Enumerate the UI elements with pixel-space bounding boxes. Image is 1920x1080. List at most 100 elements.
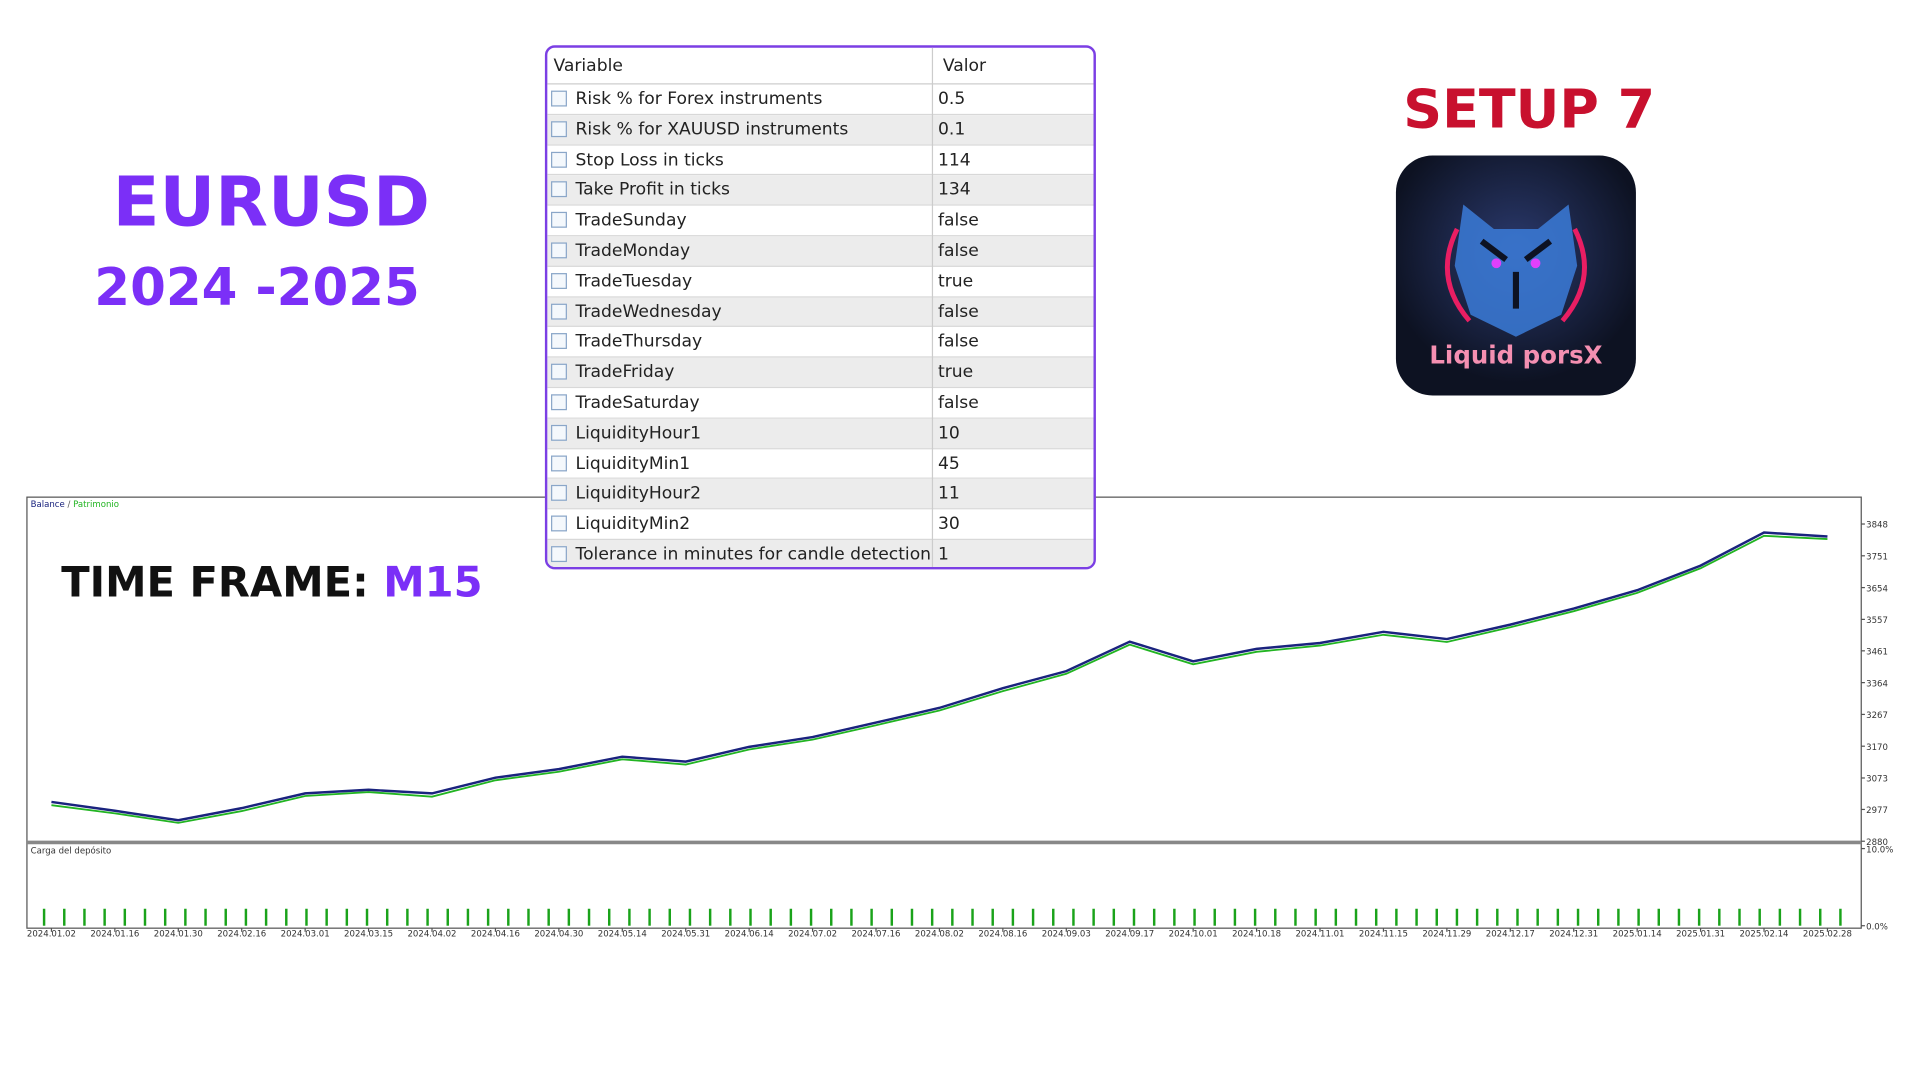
bar <box>1374 908 1378 926</box>
bar <box>1253 908 1257 926</box>
checkbox <box>551 455 567 471</box>
bar <box>1334 908 1338 926</box>
bar <box>628 908 631 926</box>
bar <box>910 908 914 926</box>
bar <box>345 908 349 926</box>
series-line <box>51 534 1828 824</box>
y-tick-label: 3557 <box>1866 616 1888 626</box>
x-tick-label: 2024.02.16 <box>217 930 266 940</box>
table-row: LiquidityHour2 11 <box>547 479 1094 510</box>
parameter-table: Variable Valor Risk % for Forex instrument… <box>544 45 1096 570</box>
value-cell: 114 <box>937 150 971 170</box>
checkbox <box>551 424 567 441</box>
bar <box>830 908 833 926</box>
table-row: Tolerance in minutes for candle detectio… <box>547 540 1094 567</box>
bar <box>668 908 671 926</box>
table-row: TradeSaturday false <box>547 388 1094 419</box>
x-tick-label: 2024.03.15 <box>344 930 393 940</box>
bar <box>1173 908 1176 926</box>
bar <box>1677 908 1681 926</box>
table-row: LiquidityMin2 30 <box>547 509 1094 540</box>
bar <box>1798 908 1802 926</box>
bar <box>951 908 954 926</box>
bar <box>587 908 591 926</box>
value-cell: 0.5 <box>937 89 966 109</box>
variable-cell: Stop Loss in ticks <box>575 150 724 170</box>
variable-cell: Take Profit in ticks <box>575 180 730 201</box>
value-cell: true <box>937 362 974 383</box>
bar <box>1072 908 1075 926</box>
bar <box>1031 908 1035 926</box>
bar <box>1354 908 1358 926</box>
bar <box>1697 908 1701 926</box>
table-row: TradeWednesday false <box>547 297 1094 328</box>
bar <box>224 908 227 926</box>
bar <box>1011 908 1015 926</box>
value-cell: false <box>937 332 979 352</box>
table-row: TradeMonday false <box>547 236 1094 267</box>
x-tick-label: 2024.11.15 <box>1359 930 1408 940</box>
bar <box>1758 908 1761 926</box>
bar <box>890 908 894 926</box>
x-tick-label: 2024.03.01 <box>281 930 330 940</box>
x-tick-label: 2024.05.14 <box>598 930 647 940</box>
bar <box>749 908 752 926</box>
header-cell: Variable <box>553 56 623 76</box>
timeframe-label: TIME FRAME: <box>61 558 369 608</box>
bar <box>1617 908 1620 926</box>
value-cell: 11 <box>937 484 960 504</box>
bar <box>244 908 248 926</box>
bar <box>63 908 66 926</box>
checkbox <box>551 546 567 563</box>
x-tick-label: 2024.01.16 <box>90 930 139 940</box>
column-divider <box>931 47 934 567</box>
bar <box>809 908 813 926</box>
timeframe-value: M15 <box>383 558 483 608</box>
y-tick-label: 3267 <box>1866 711 1888 721</box>
bar <box>204 908 207 926</box>
bar <box>1738 908 1741 926</box>
checkbox <box>551 272 567 289</box>
bar <box>1496 908 1499 926</box>
bar <box>385 908 389 926</box>
period: 2024 -2025 <box>94 257 420 318</box>
timeframe: TIME FRAME: M15 <box>61 558 482 607</box>
bar <box>365 908 369 926</box>
x-tick-label: 2024.01.02 <box>27 930 76 940</box>
x-tick-label: 2024.12.17 <box>1486 930 1535 940</box>
x-tick-label: 2024.08.16 <box>978 930 1027 940</box>
table-row: Take Profit in ticks 134 <box>547 175 1094 206</box>
bar <box>1657 908 1660 926</box>
logo-text: Liquid porsX <box>1429 341 1602 370</box>
bar <box>1536 908 1539 926</box>
tiger-glow <box>1444 227 1587 323</box>
y-tick-label: 0.0% <box>1866 922 1888 932</box>
setup: SETUP 7 <box>1403 78 1656 141</box>
bar <box>1455 908 1459 926</box>
logo: Liquid porsX <box>1395 155 1636 396</box>
bar <box>1819 908 1822 926</box>
x-tick-label: 2024.09.03 <box>1042 930 1091 940</box>
x-tick-label: 2025.02.14 <box>1739 930 1788 940</box>
bar <box>184 908 187 926</box>
tiger-stripes <box>1479 238 1553 309</box>
value-cell: false <box>937 241 979 261</box>
checkbox <box>551 151 567 168</box>
checkbox <box>551 515 567 532</box>
checkbox <box>551 90 567 107</box>
y-tick-label: 3848 <box>1866 521 1888 531</box>
variable-cell: LiquidityHour2 <box>575 484 702 504</box>
x-tick-label: 2024.04.16 <box>471 930 520 940</box>
variable-cell: TradeSunday <box>575 210 687 231</box>
y-tick-label: 3751 <box>1866 552 1888 562</box>
bar <box>1718 908 1721 926</box>
y-tick-label: 2880 <box>1866 838 1888 848</box>
y-tick-label: 3170 <box>1866 743 1888 753</box>
checkbox <box>551 333 567 350</box>
legend-separator: / <box>68 500 71 510</box>
x-tick-label: 2024.11.01 <box>1295 930 1344 940</box>
value-cell: 10 <box>937 423 960 444</box>
bar <box>507 908 510 926</box>
bar <box>103 908 106 926</box>
